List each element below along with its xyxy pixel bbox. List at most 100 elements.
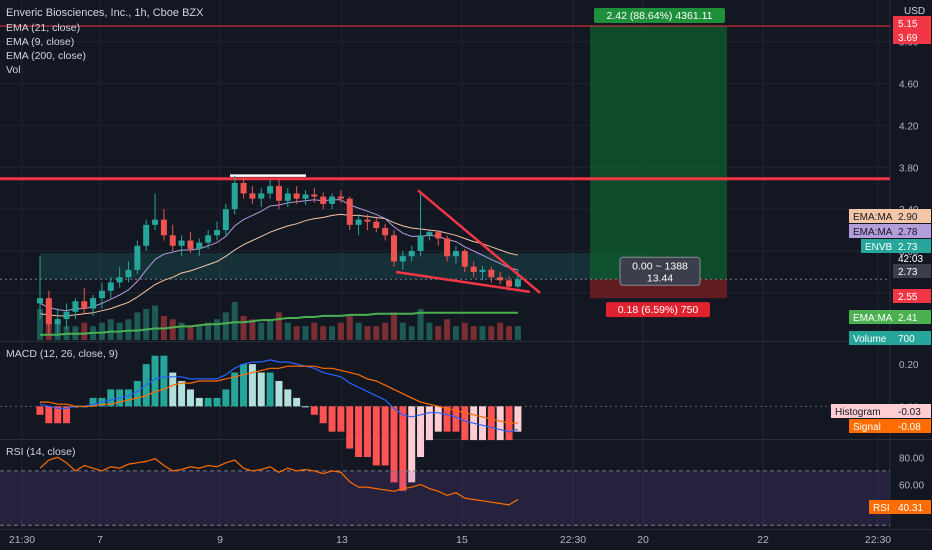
candle-body[interactable]	[152, 219, 159, 225]
volume-bar[interactable]	[382, 322, 389, 340]
rsi-line[interactable]	[39, 456, 519, 506]
macd-histogram-bar[interactable]	[186, 389, 194, 407]
macd-histogram-bar[interactable]	[381, 406, 389, 466]
macd-histogram-bar[interactable]	[496, 406, 504, 441]
candle-body[interactable]	[337, 196, 344, 199]
macd-histogram-bar[interactable]	[390, 406, 398, 483]
macd-histogram-bar[interactable]	[425, 406, 433, 441]
macd-scale-label[interactable]: Histogram -0.03	[831, 404, 931, 418]
volume-bar[interactable]	[506, 326, 513, 340]
price-scale-label[interactable]: Volume 700	[849, 331, 931, 345]
candle-body[interactable]	[444, 238, 451, 257]
macd-histogram-bar[interactable]	[125, 389, 132, 407]
volume-bar[interactable]	[134, 312, 141, 340]
volume-bar[interactable]	[452, 326, 459, 340]
candle-body[interactable]	[320, 196, 327, 204]
volume-bar[interactable]	[391, 312, 397, 340]
macd-histogram-bar[interactable]	[107, 389, 115, 407]
volume-bar[interactable]	[293, 326, 300, 340]
volume-bar[interactable]	[249, 319, 256, 340]
macd-histogram-bar[interactable]	[328, 406, 336, 432]
position-profit-zone[interactable]	[590, 25, 727, 280]
candle-body[interactable]	[37, 298, 43, 304]
macd-histogram-bar[interactable]	[355, 406, 363, 457]
candle-body[interactable]	[143, 224, 150, 246]
macd-histogram-bar[interactable]	[302, 406, 309, 408]
price-scale-label[interactable]: 5.15	[893, 16, 931, 30]
volume-bar[interactable]	[81, 322, 88, 340]
volume-bar[interactable]	[461, 322, 468, 340]
macd-histogram-bar[interactable]	[310, 406, 318, 415]
volume-bar[interactable]	[470, 326, 477, 340]
candle-body[interactable]	[178, 240, 185, 246]
macd-histogram-bar[interactable]	[231, 372, 239, 407]
macd-histogram-bar[interactable]	[54, 406, 62, 424]
candle-body[interactable]	[470, 266, 477, 272]
candle-body[interactable]	[311, 194, 318, 197]
macd-histogram-bar[interactable]	[346, 406, 354, 449]
candle-body[interactable]	[293, 193, 300, 199]
volume-bar[interactable]	[479, 326, 486, 340]
candle-body[interactable]	[506, 280, 513, 287]
macd-histogram-bar[interactable]	[417, 406, 425, 457]
indicator-ema21-label[interactable]: EMA (21, close)	[6, 22, 80, 34]
volume-bar[interactable]	[399, 322, 406, 340]
volume-bar[interactable]	[107, 319, 114, 340]
macd-histogram-bar[interactable]	[514, 406, 522, 432]
macd-histogram-bar[interactable]	[213, 397, 221, 407]
support-zone[interactable]	[40, 253, 652, 280]
volume-bar[interactable]	[98, 322, 105, 340]
volume-bar[interactable]	[311, 322, 318, 340]
volume-bar[interactable]	[267, 319, 274, 340]
macd-histogram-bar[interactable]	[266, 372, 274, 407]
candle-body[interactable]	[90, 298, 97, 309]
indicator-vol-label[interactable]: Vol	[6, 64, 21, 76]
candle-body[interactable]	[488, 269, 495, 278]
candle-body[interactable]	[275, 186, 282, 201]
volume-bar[interactable]	[178, 322, 185, 340]
volume-bar[interactable]	[514, 326, 521, 340]
candle-body[interactable]	[231, 182, 238, 210]
macd-histogram-bar[interactable]	[204, 397, 212, 407]
rsi-title[interactable]: RSI (14, close)	[6, 446, 75, 458]
macd-histogram-bar[interactable]	[151, 355, 159, 407]
macd-histogram-bar[interactable]	[479, 406, 486, 441]
volume-bar[interactable]	[417, 308, 424, 340]
volume-bar[interactable]	[337, 322, 344, 340]
volume-bar[interactable]	[143, 308, 150, 340]
candle-body[interactable]	[497, 277, 504, 281]
candle-body[interactable]	[240, 182, 247, 194]
candle-body[interactable]	[160, 219, 167, 236]
macd-histogram-bar[interactable]	[248, 364, 256, 407]
volume-bar[interactable]	[346, 315, 353, 340]
candle-body[interactable]	[284, 193, 291, 201]
volume-bar[interactable]	[320, 326, 327, 340]
macd-histogram-bar[interactable]	[257, 372, 265, 407]
price-scale-label[interactable]: 3.69	[893, 30, 931, 44]
candle-body[interactable]	[249, 193, 256, 199]
macd-line[interactable]	[39, 359, 519, 433]
volume-bar[interactable]	[302, 326, 309, 340]
volume-bar[interactable]	[275, 312, 282, 340]
macd-histogram-bar[interactable]	[452, 406, 460, 432]
macd-signal-line[interactable]	[40, 365, 518, 424]
candle-body[interactable]	[107, 282, 114, 291]
macd-histogram-bar[interactable]	[363, 406, 371, 457]
macd-histogram-bar[interactable]	[63, 406, 71, 424]
volume-bar[interactable]	[187, 326, 194, 340]
candle-body[interactable]	[134, 245, 141, 270]
price-scale-label[interactable]: EMA:MA 2.90	[849, 209, 931, 223]
macd-histogram-bar[interactable]	[372, 406, 380, 466]
rsi-scale-label[interactable]: RSI 40.31	[869, 500, 931, 514]
candle-body[interactable]	[364, 219, 371, 222]
macd-histogram-bar[interactable]	[195, 397, 203, 407]
price-scale-label[interactable]: EMA:MA 2.78	[849, 224, 931, 238]
volume-bar[interactable]	[205, 322, 212, 340]
macd-histogram-bar[interactable]	[169, 372, 177, 407]
candle-body[interactable]	[302, 194, 309, 199]
volume-bar[interactable]	[435, 326, 442, 340]
macd-title[interactable]: MACD (12, 26, close, 9)	[6, 348, 118, 360]
macd-histogram-bar[interactable]	[133, 381, 141, 407]
macd-histogram-bar[interactable]	[461, 406, 469, 441]
candle-body[interactable]	[187, 240, 194, 249]
